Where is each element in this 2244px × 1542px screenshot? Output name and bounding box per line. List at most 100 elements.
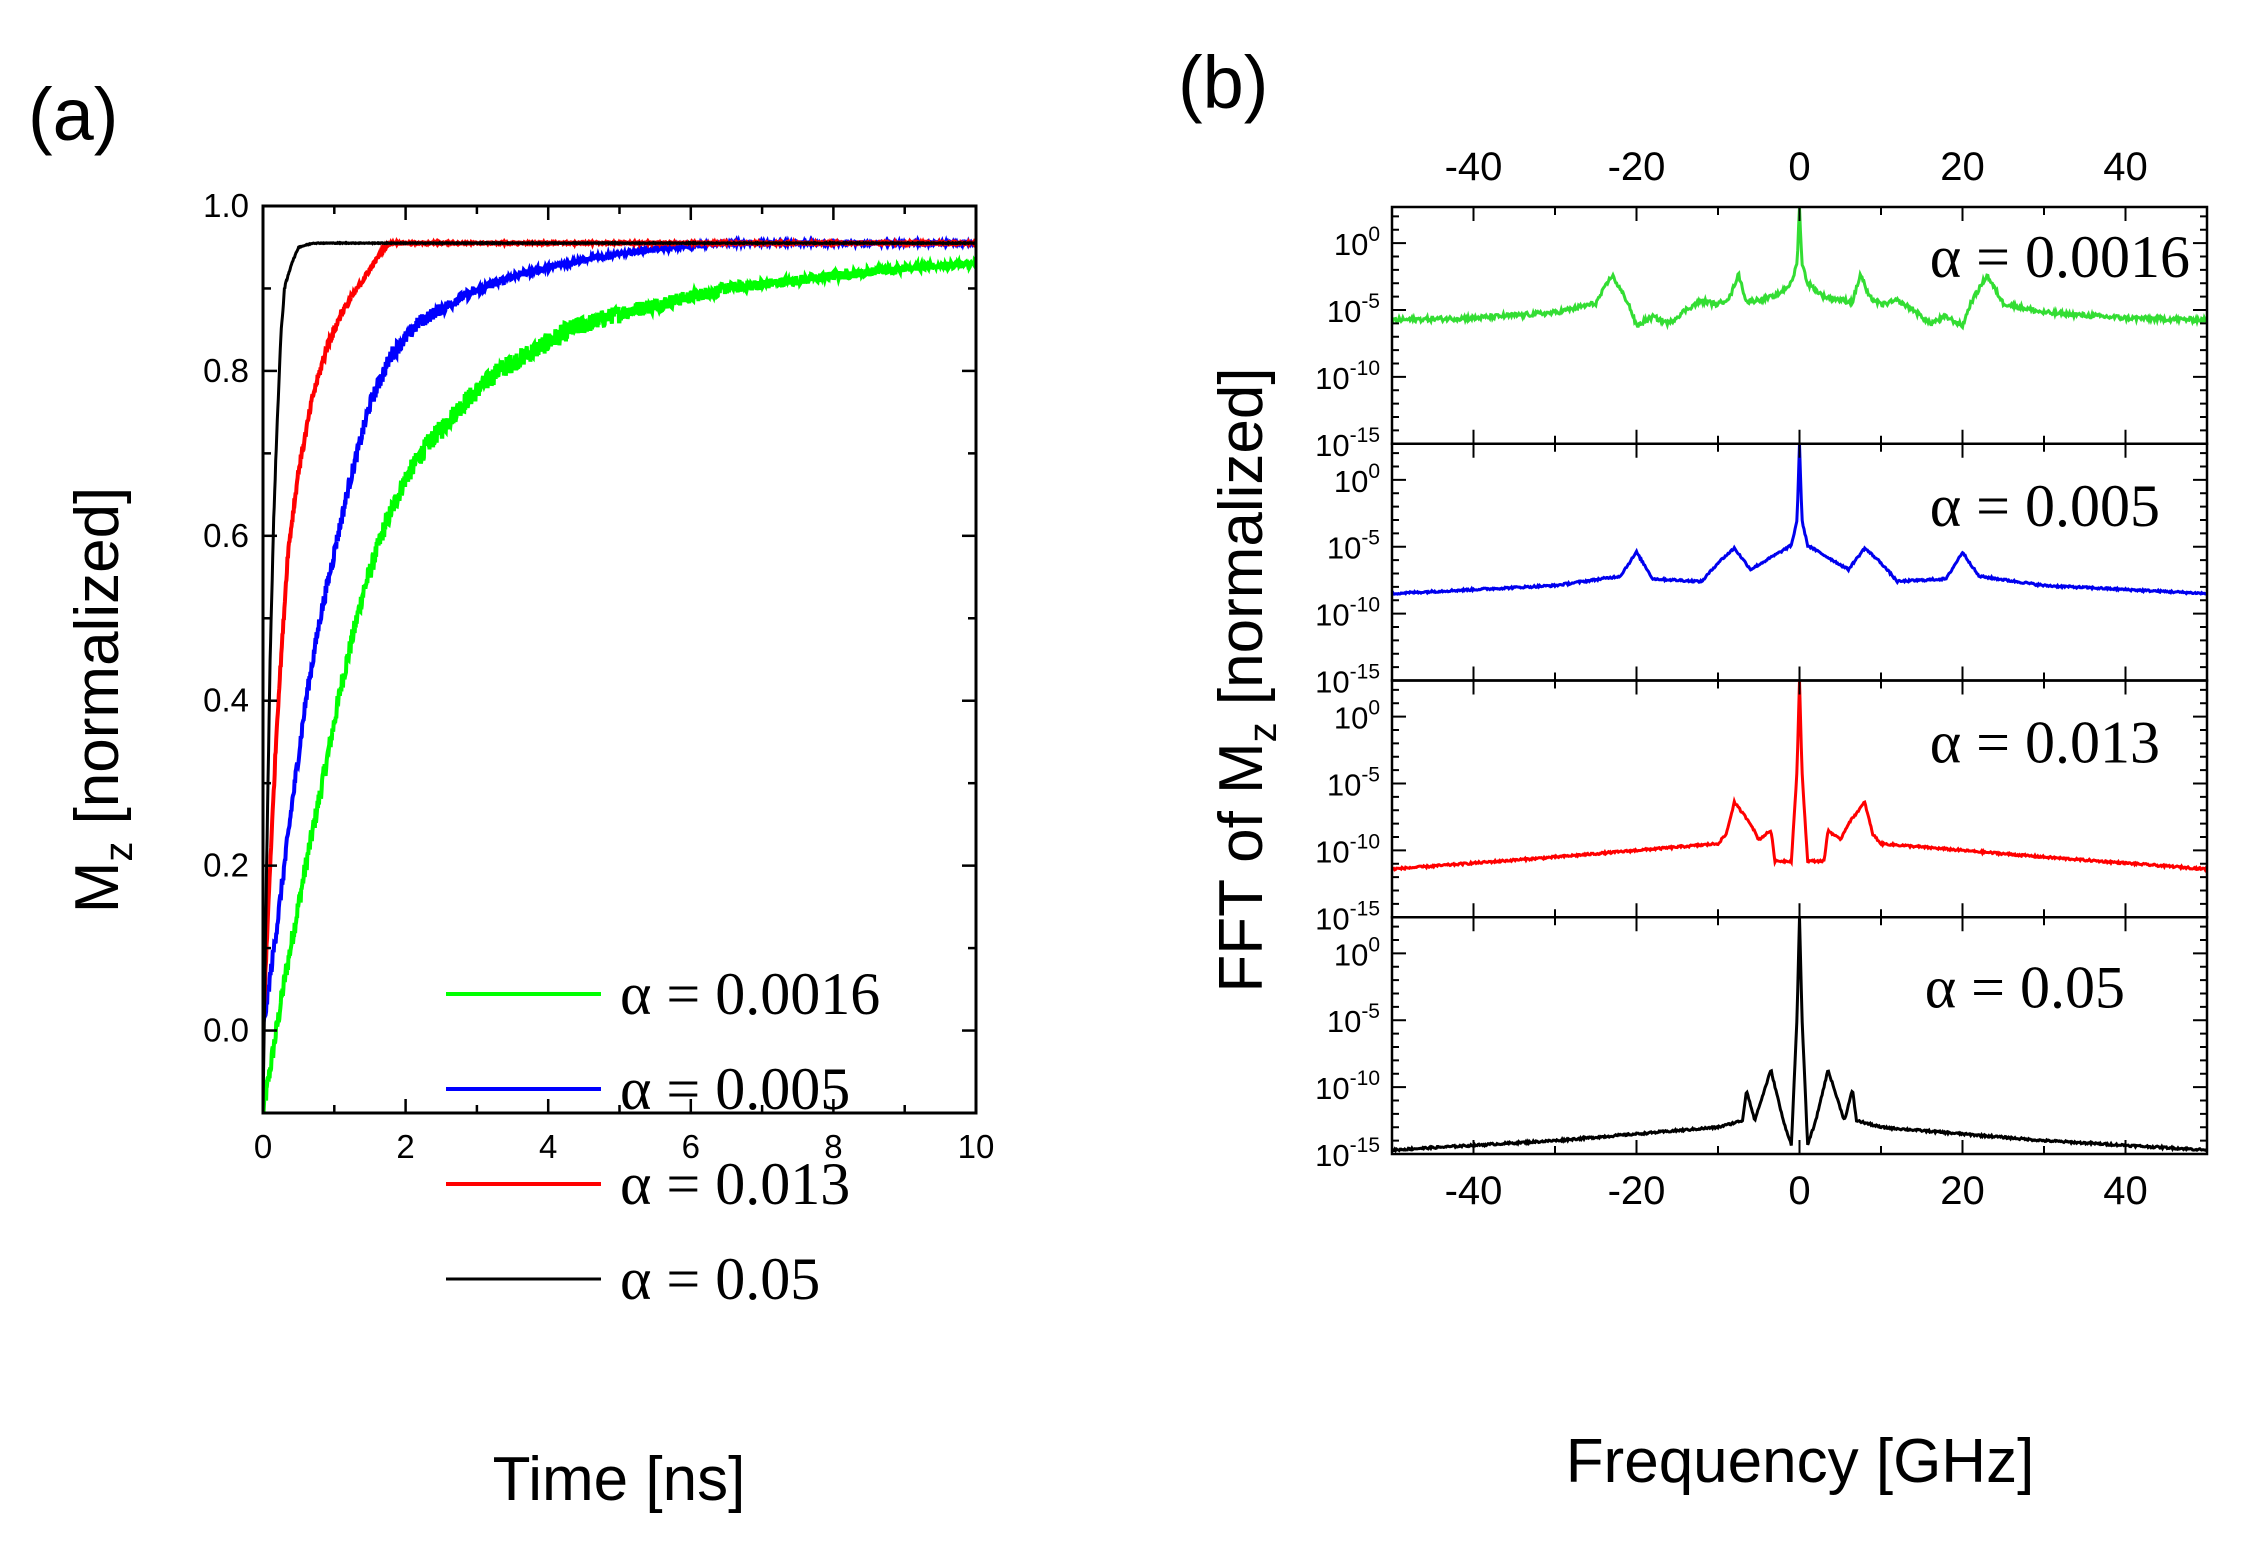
y-tick-exponent: 0 [1368, 223, 1380, 246]
panel-alpha-label-2: α = 0.013 [1930, 710, 2160, 776]
y-axis-title-fft: FFT of Mz [normalized] [1207, 367, 1285, 992]
y-tick-base: 10 [1334, 464, 1368, 499]
y-tick-label: 10-5 [1327, 527, 1380, 566]
y-tick-label: 10-5 [1327, 763, 1380, 802]
spectrum-line-1 [1392, 443, 2207, 596]
panel-alpha-label-1: α = 0.005 [1930, 473, 2160, 539]
y-tick-base: 10 [1327, 1004, 1361, 1039]
legend-label-2: α = 0.013 [620, 1151, 850, 1217]
y-tick-exponent: -10 [1350, 594, 1380, 617]
y-tick-label: 10-15 [1315, 661, 1380, 700]
y-tick-exponent: -10 [1350, 830, 1380, 853]
x-axis-title-time: Time [ns] [493, 1445, 746, 1514]
y-tick-exponent: -15 [1350, 897, 1380, 920]
time-plot: 0 2 4 6 8 10 0.0 0.2 0.4 0.6 0.8 1.0 α = 0.0016 α = 0… [203, 187, 994, 1312]
y-tick-base: 10 [1334, 701, 1368, 736]
y-tick-base: 10 [1315, 1071, 1349, 1106]
y-tick-label: 0.2 [203, 847, 249, 884]
x-tick-label-bottom: 0 [1788, 1169, 1810, 1213]
panel-alpha-label-3: α = 0.05 [1925, 954, 2125, 1020]
y-tick-label: 10-10 [1315, 1067, 1380, 1106]
y-tick-label: 10-10 [1315, 357, 1380, 396]
x-tick-label: 2 [396, 1128, 414, 1165]
x-tick-label-top: 0 [1788, 145, 1810, 189]
x-tick-label-top: 40 [2103, 145, 2148, 189]
y-tick-base: 10 [1315, 361, 1349, 396]
series-line-2 [263, 236, 976, 1030]
x-tick-label: 8 [824, 1128, 842, 1165]
y-tick-exponent: 0 [1368, 933, 1380, 956]
y-tick-label: 10-5 [1327, 290, 1380, 329]
y-tick-exponent: -15 [1350, 661, 1380, 684]
panel-label-b: (b) [1178, 41, 1268, 124]
y-tick-label: 1.0 [203, 187, 249, 224]
legend-label-1: α = 0.005 [620, 1056, 850, 1122]
panel-alpha-label-0: α = 0.0016 [1930, 224, 2190, 290]
y-tick-exponent: -10 [1350, 1067, 1380, 1090]
y-tick-exponent: -5 [1361, 763, 1380, 786]
y-tick-label: 10-15 [1315, 424, 1380, 463]
y-axis-title-main: M [63, 862, 132, 914]
y-tick-base: 10 [1315, 598, 1349, 633]
y-tick-exponent: 0 [1368, 460, 1380, 483]
y-tick-base: 10 [1315, 1138, 1349, 1173]
y-tick-label: 10-5 [1327, 1000, 1380, 1039]
legend-label-3: α = 0.05 [620, 1246, 820, 1312]
y-tick-exponent: -5 [1361, 1000, 1380, 1023]
y-tick-exponent: 0 [1368, 697, 1380, 720]
y-tick-base: 10 [1327, 294, 1361, 329]
y-axis-title-sub: z [97, 842, 141, 862]
y-tick-base: 10 [1315, 901, 1349, 936]
y-axis-title-fft-rest: [normalized] [1207, 367, 1276, 722]
y-tick-label: 100 [1334, 223, 1380, 262]
y-tick-label: 100 [1334, 697, 1380, 736]
x-tick-label-bottom: -40 [1445, 1169, 1503, 1213]
curves [263, 234, 976, 1113]
y-tick-label: 0.4 [203, 682, 249, 719]
x-tick-label-bottom: -20 [1608, 1169, 1666, 1213]
y-tick-label: 0.6 [203, 517, 249, 554]
series-line-0 [263, 254, 976, 1113]
y-tick-label: 10-15 [1315, 897, 1380, 936]
y-tick-exponent: -10 [1350, 357, 1380, 380]
y-axis-title-mz: Mz [normalized] [63, 487, 141, 914]
x-tick-label-bottom: 20 [1940, 1169, 1985, 1213]
y-tick-base: 10 [1334, 937, 1368, 972]
y-axis-title-rest: [normalized] [63, 487, 132, 842]
y-tick-base: 10 [1315, 665, 1349, 700]
spectrum-line-3 [1392, 917, 2207, 1154]
legend-label-0: α = 0.0016 [620, 961, 880, 1027]
x-tick-label-top: -20 [1608, 145, 1666, 189]
x-tick-label-top: 20 [1940, 145, 1985, 189]
y-tick-base: 10 [1315, 428, 1349, 463]
panel-label-a: (a) [28, 73, 118, 156]
y-tick-label: 100 [1334, 933, 1380, 972]
x-axis-title-frequency: Frequency [GHz] [1566, 1427, 2035, 1496]
y-tick-base: 10 [1315, 834, 1349, 869]
y-tick-label: 100 [1334, 460, 1380, 499]
y-tick-exponent: -15 [1350, 1134, 1380, 1157]
y-tick-base: 10 [1327, 767, 1361, 802]
series-line-3 [263, 240, 976, 1113]
y-tick-label: 0.0 [203, 1012, 249, 1049]
x-tick-label: 4 [539, 1128, 557, 1165]
y-tick-exponent: -15 [1350, 424, 1380, 447]
y-tick-base: 10 [1334, 227, 1368, 262]
y-tick-label: 0.8 [203, 352, 249, 389]
y-tick-exponent: -5 [1361, 527, 1380, 550]
y-tick-label: 10-10 [1315, 594, 1380, 633]
series-line-1 [263, 234, 976, 1034]
y-tick-label: 10-15 [1315, 1134, 1380, 1173]
x-tick-label-top: -40 [1445, 145, 1503, 189]
y-tick-label: 10-10 [1315, 830, 1380, 869]
y-tick-base: 10 [1327, 531, 1361, 566]
y-axis-title-fft-main: FFT of M [1207, 742, 1276, 992]
x-tick-label-bottom: 40 [2103, 1169, 2148, 1213]
y-tick-exponent: -5 [1361, 290, 1380, 313]
